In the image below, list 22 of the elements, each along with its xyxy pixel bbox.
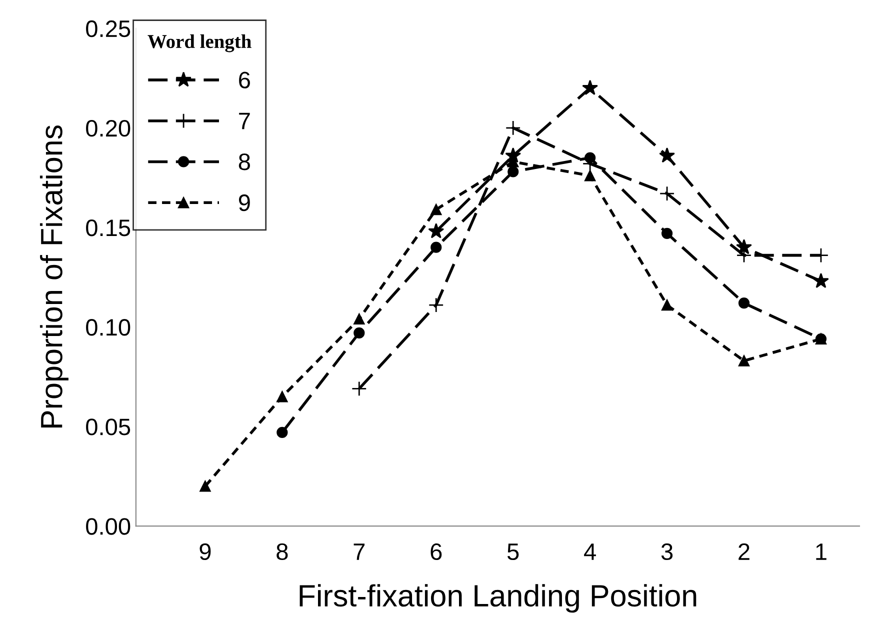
x-tick-label: 8 — [276, 543, 288, 560]
legend-label: 9 — [238, 194, 250, 212]
x-tick-label: 9 — [200, 543, 211, 560]
y-axis-title: Proportion of Fixations — [40, 125, 68, 428]
legend-title: Word length — [148, 34, 252, 52]
x-tick-label: 6 — [430, 543, 442, 560]
y-tick-label: 0.10 — [86, 319, 130, 336]
legend-label: 7 — [239, 112, 250, 130]
x-tick-label: 7 — [354, 544, 365, 560]
y-tick-label: 0.00 — [86, 518, 130, 535]
x-tick-label: 2 — [738, 543, 750, 560]
x-tick-label: 3 — [661, 543, 673, 560]
y-tick-label: 0.05 — [86, 418, 130, 436]
legend-label: 8 — [238, 154, 250, 170]
y-tick-label: 0.15 — [86, 220, 130, 236]
x-tick-label: 5 — [507, 544, 519, 560]
legend-label: 6 — [239, 72, 250, 88]
y-tick-label: 0.25 — [86, 20, 130, 38]
x-tick-label: 1 — [816, 544, 826, 560]
x-tick-label: 4 — [584, 544, 596, 560]
x-axis-title: First-fixation Landing Position — [300, 584, 696, 613]
y-tick-label: 0.20 — [86, 120, 130, 137]
